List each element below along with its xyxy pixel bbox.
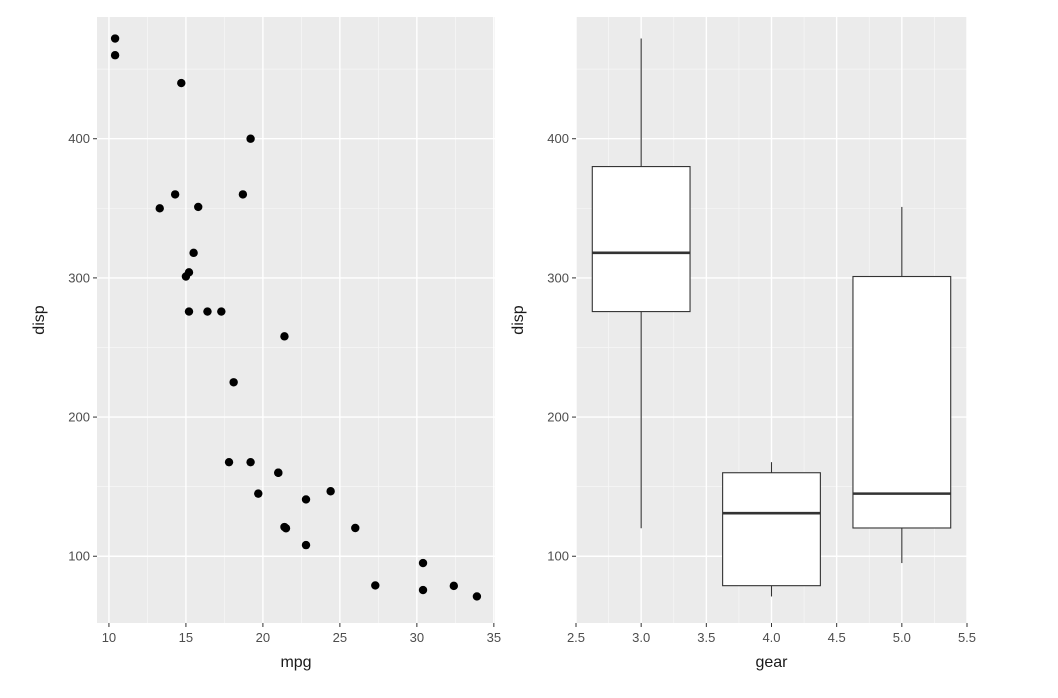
scatter-point bbox=[351, 523, 360, 533]
box-x-axis-title: gear bbox=[755, 654, 788, 671]
box-x-tick-label: 3.5 bbox=[697, 630, 715, 645]
box-group bbox=[591, 38, 691, 529]
box-group bbox=[852, 206, 952, 564]
scatter-x-tick-label: 25 bbox=[333, 630, 347, 645]
box-y-tick-label: 400 bbox=[547, 131, 569, 146]
box-x-tick-label: 3.0 bbox=[632, 630, 650, 645]
scatter-y-axis-title: disp bbox=[31, 305, 48, 334]
box-x-tick-label: 5.0 bbox=[893, 630, 911, 645]
scatter-x-tick-label: 30 bbox=[410, 630, 424, 645]
scatter-point bbox=[194, 202, 203, 212]
box-x-tick-label: 2.5 bbox=[567, 630, 585, 645]
box-panel: 2.5 3.0 3.5 4.0 4.5 5.0 5.5 100 200 300 400 gear dis… bbox=[510, 17, 976, 671]
scatter-point bbox=[238, 190, 248, 199]
scatter-point bbox=[110, 51, 120, 60]
scatter-x-axis-title: mpg bbox=[280, 654, 311, 671]
scatter-point bbox=[280, 522, 289, 532]
scatter-point bbox=[274, 468, 283, 477]
scatter-point bbox=[170, 190, 180, 199]
scatter-x-tick-label: 15 bbox=[179, 630, 193, 645]
scatter-point bbox=[224, 457, 234, 467]
scatter-y-tick-label: 300 bbox=[68, 270, 90, 285]
scatter-point bbox=[301, 495, 311, 504]
scatter-point bbox=[229, 378, 238, 387]
scatter-panel-background bbox=[97, 17, 495, 623]
scatter-point bbox=[254, 489, 263, 498]
scatter-point bbox=[449, 581, 459, 591]
scatter-point bbox=[472, 592, 482, 601]
box-y-tick-label: 200 bbox=[547, 410, 569, 425]
scatter-y-tick-label: 100 bbox=[68, 549, 90, 564]
scatter-point bbox=[280, 332, 289, 341]
box-body bbox=[852, 275, 952, 529]
scatter-point bbox=[203, 307, 212, 316]
scatter-point bbox=[418, 558, 428, 568]
scatter-point bbox=[177, 78, 186, 88]
scatter-point bbox=[301, 540, 311, 550]
scatter-point bbox=[371, 581, 380, 590]
scatter-point bbox=[246, 457, 255, 467]
scatter-x-tick-label: 35 bbox=[487, 630, 501, 645]
box-x-tick-label: 4.0 bbox=[762, 630, 780, 645]
scatter-point bbox=[189, 248, 198, 258]
box-x-tick-label: 5.5 bbox=[958, 630, 976, 645]
scatter-panel: 10 15 20 25 30 35 100 200 300 400 mpg disp bbox=[31, 17, 501, 671]
box-y-tick-label: 300 bbox=[547, 270, 569, 285]
scatter-point bbox=[110, 34, 120, 43]
scatter-point bbox=[184, 307, 194, 316]
scatter-point bbox=[326, 487, 335, 496]
scatter-x-tick-label: 10 bbox=[102, 630, 116, 645]
scatter-x-tick-label: 20 bbox=[256, 630, 270, 645]
box-group bbox=[722, 462, 821, 597]
scatter-point bbox=[418, 585, 428, 595]
box-body bbox=[591, 166, 691, 313]
scatter-point bbox=[181, 272, 191, 281]
box-x-tick-label: 4.5 bbox=[828, 630, 846, 645]
scatter-point bbox=[155, 204, 164, 213]
scatter-y-tick-label: 200 bbox=[68, 410, 90, 425]
box-body bbox=[722, 472, 821, 587]
scatter-point bbox=[217, 307, 226, 316]
box-y-axis-title: disp bbox=[510, 305, 527, 334]
box-y-tick-label: 100 bbox=[547, 549, 569, 564]
scatter-point bbox=[246, 134, 255, 143]
scatter-y-tick-label: 400 bbox=[68, 131, 90, 146]
